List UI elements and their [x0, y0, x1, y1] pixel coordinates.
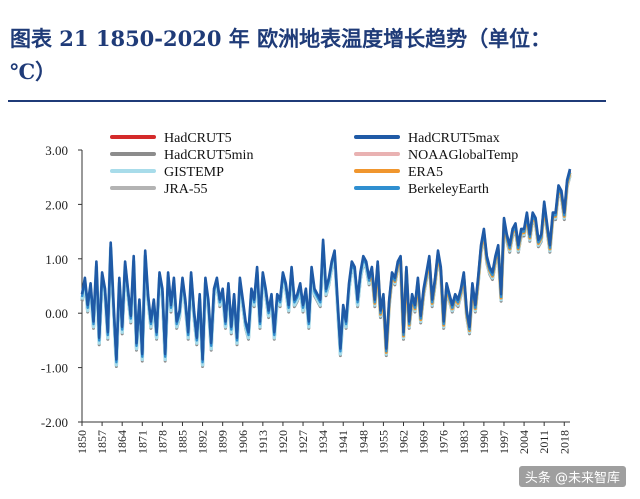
page-title: 图表 21 1850-2020 年 欧洲地表温度增长趋势（单位：℃）	[10, 26, 552, 84]
series-lines	[80, 168, 572, 368]
x-tick-label: 1899	[216, 430, 230, 454]
y-tick-label: 2.00	[45, 197, 68, 212]
x-tick-label: 1857	[95, 430, 109, 454]
x-tick-label: 1976	[437, 430, 451, 454]
x-tick-label: 1920	[276, 430, 290, 454]
x-tick-label: 1906	[236, 430, 250, 454]
watermark: 头条 @未来智库	[518, 466, 626, 487]
legend-label: JRA-55	[164, 182, 208, 197]
x-tick-label: 2011	[537, 430, 551, 454]
x-tick-label: 1983	[457, 430, 471, 454]
legend-label: HadCRUT5max	[408, 131, 500, 146]
legend-label: NOAAGlobalTemp	[408, 148, 518, 163]
y-tick-label: 1.00	[45, 252, 68, 267]
x-tick-label: 1934	[316, 430, 330, 454]
legend-label: HadCRUT5min	[164, 148, 253, 163]
x-tick-label: 1864	[115, 430, 129, 454]
x-tick-label: 1885	[175, 430, 189, 454]
legend-label: BerkeleyEarth	[408, 182, 489, 197]
legend: HadCRUT5 HadCRUT5max HadCRUT5min NOAAGlobal…	[110, 131, 518, 197]
x-axis: 1850 1857 1864 1871 1878 1885 1892 1899 1906 1913…	[75, 421, 571, 454]
x-tick-label: 1927	[296, 430, 310, 454]
x-tick-label: 2018	[557, 430, 571, 454]
legend-label: HadCRUT5	[164, 131, 232, 146]
y-tick-label: -1.00	[41, 361, 68, 376]
y-tick-label: 0.00	[45, 306, 68, 321]
legend-label: ERA5	[408, 165, 443, 180]
x-tick-label: 1962	[397, 430, 411, 454]
x-tick-label: 1892	[196, 430, 210, 454]
x-tick-label: 1913	[256, 430, 270, 454]
x-tick-label: 1997	[497, 430, 511, 454]
legend-label: GISTEMP	[164, 165, 224, 180]
x-tick-label: 1948	[356, 430, 370, 454]
title-divider	[8, 100, 606, 102]
x-tick-label: 1878	[155, 430, 169, 454]
y-axis: 3.00 2.00 1.00 0.00 -1.00 -2.00	[41, 143, 83, 430]
x-tick-label: 1871	[135, 430, 149, 454]
x-tick-label: 1990	[477, 430, 491, 454]
series-line-hadcrut5max	[80, 168, 572, 361]
x-tick-label: 1941	[336, 430, 350, 454]
y-tick-label: -2.00	[41, 415, 68, 430]
x-tick-label: 2004	[517, 430, 531, 454]
x-tick-label: 1955	[376, 430, 390, 454]
x-tick-label: 1969	[417, 430, 431, 454]
x-tick-label: 1850	[75, 430, 89, 454]
y-tick-label: 3.00	[45, 143, 68, 158]
